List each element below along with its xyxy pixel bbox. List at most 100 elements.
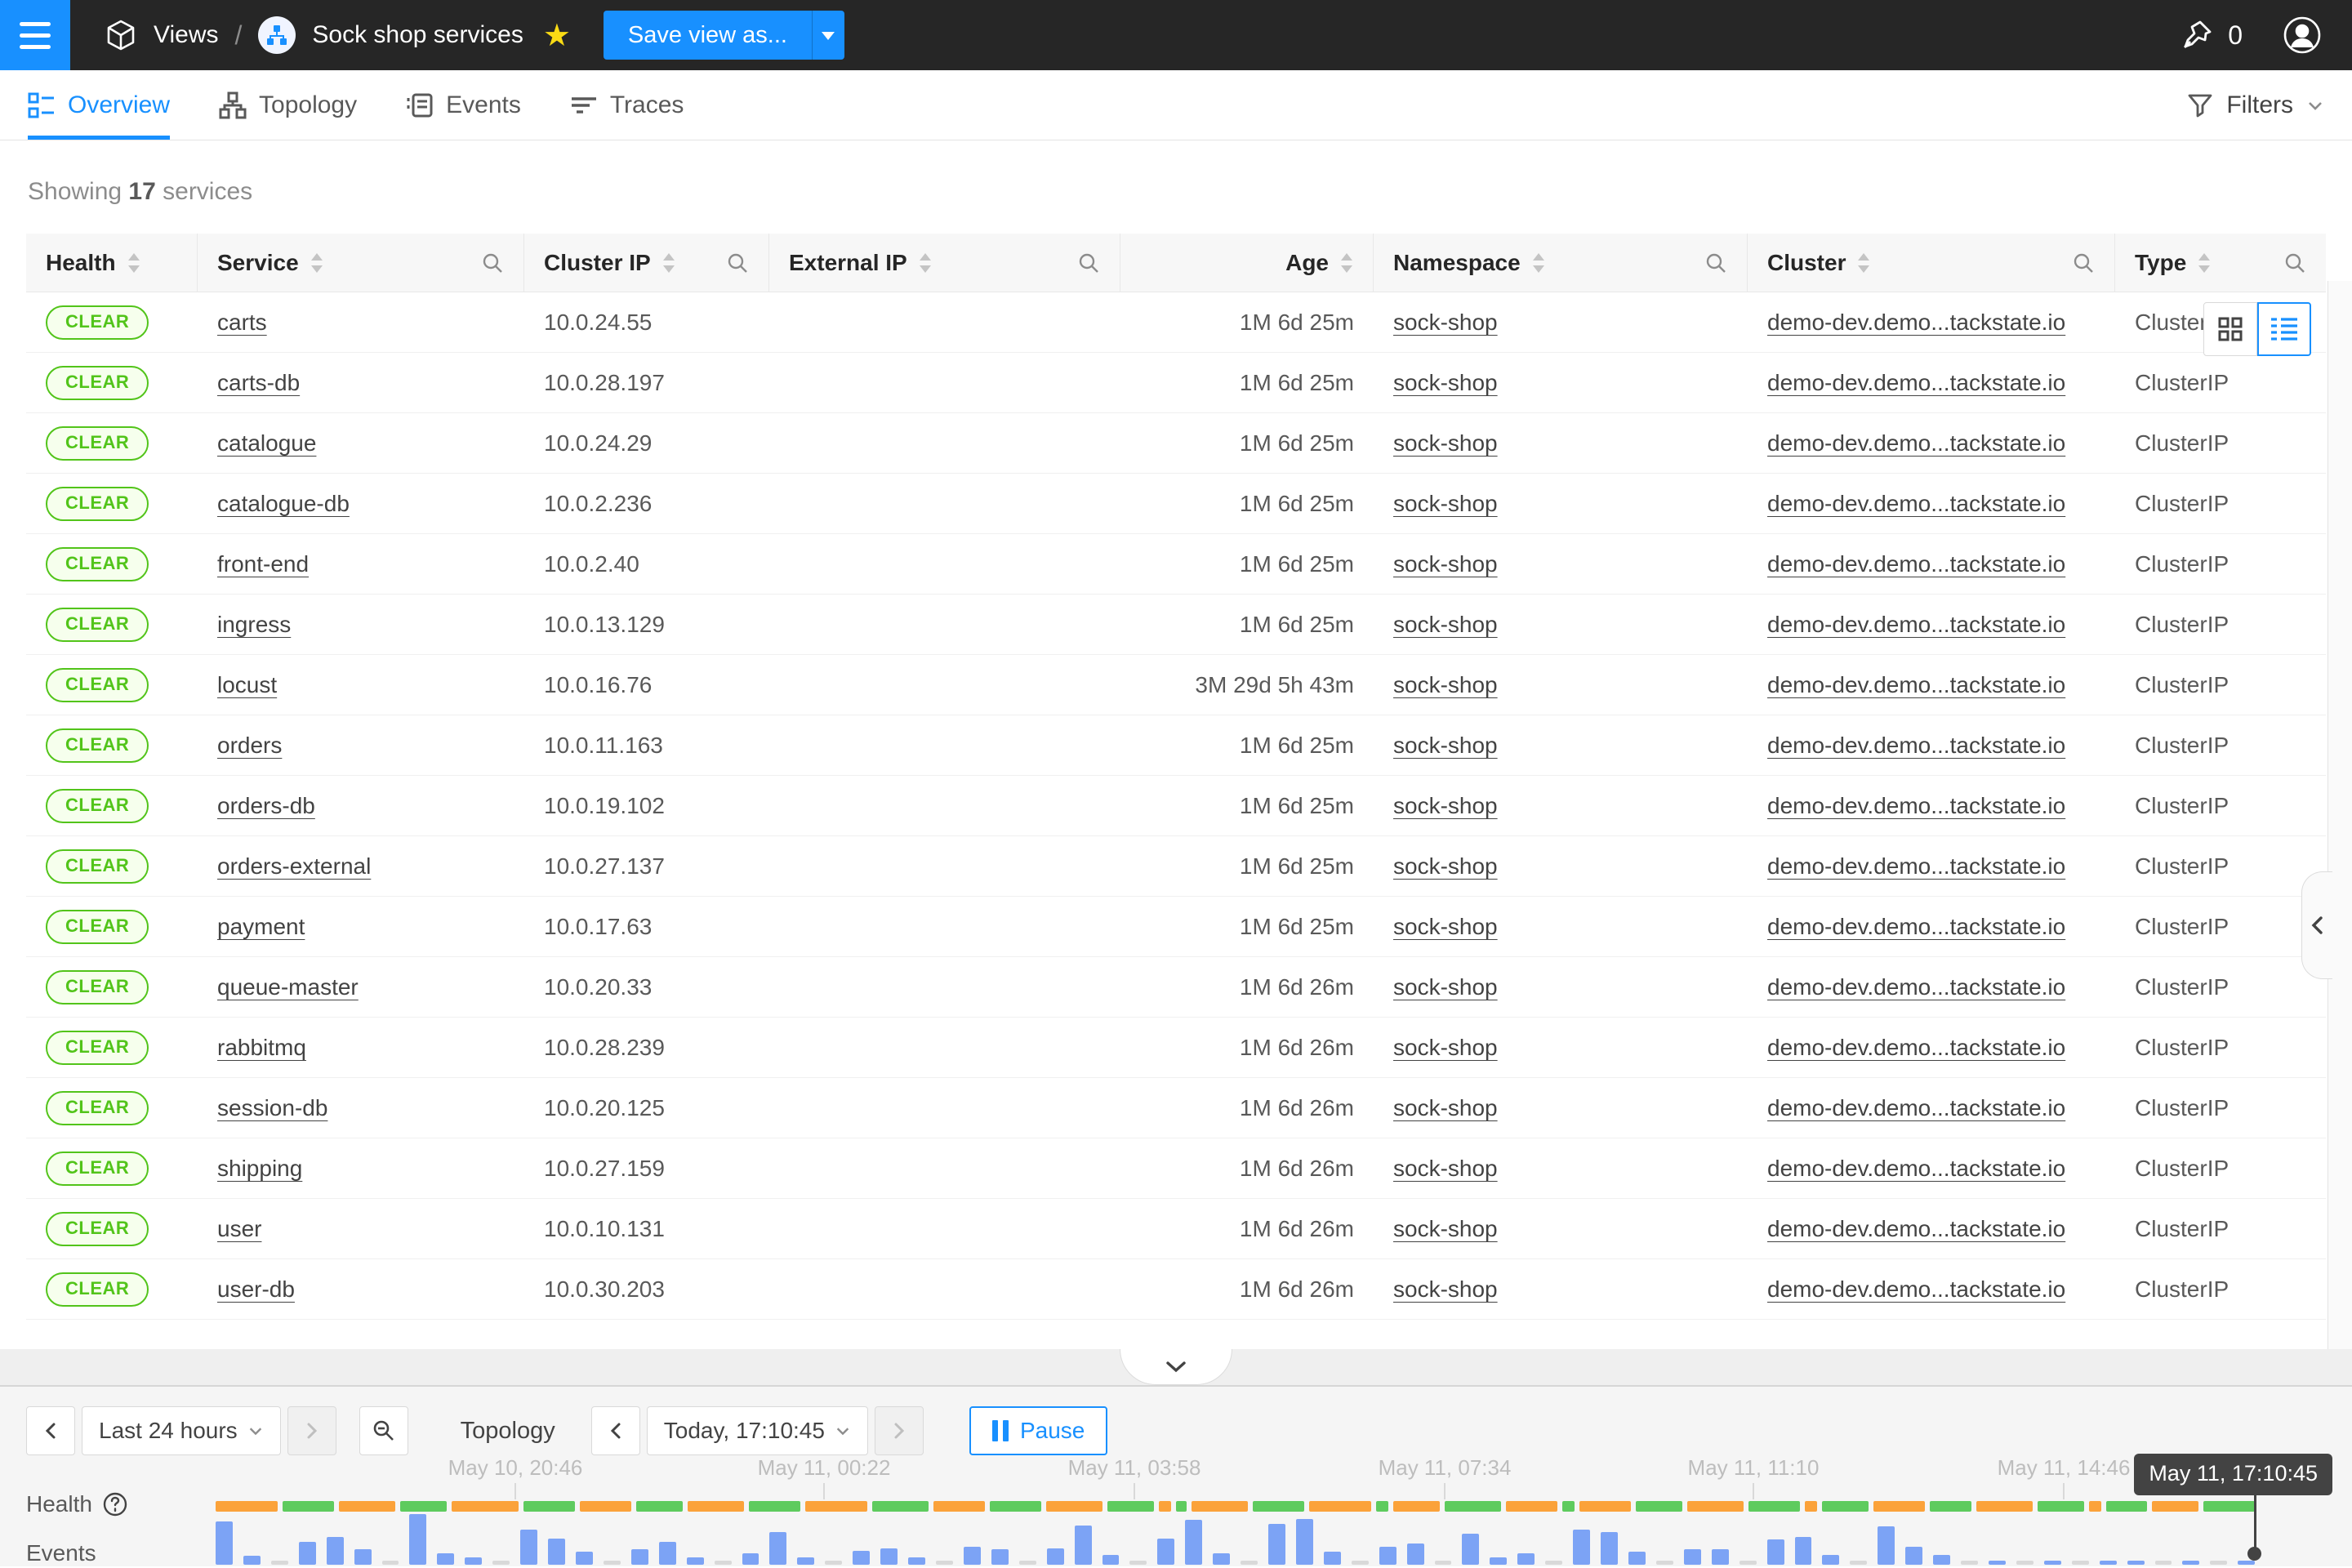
search-icon[interactable] — [1704, 252, 1727, 274]
timeline-chart[interactable]: May 11, 17:10:45 May 10, 20:46 May 11, 00… — [216, 1454, 2342, 1566]
tab-overview[interactable]: Overview — [28, 70, 171, 140]
namespace-link[interactable]: sock-shop — [1393, 853, 1498, 879]
grid-view-button[interactable] — [2203, 302, 2257, 356]
table-row[interactable]: CLEAR user-db 10.0.30.203 1M 6d 26m sock… — [26, 1259, 2326, 1320]
service-link[interactable]: locust — [217, 671, 278, 697]
service-link[interactable]: front-end — [217, 550, 310, 577]
save-view-as-button[interactable]: Save view as... — [603, 11, 844, 60]
table-row[interactable]: CLEAR catalogue 10.0.24.29 1M 6d 25m soc… — [26, 413, 2326, 474]
namespace-link[interactable]: sock-shop — [1393, 369, 1498, 395]
zoom-out-button[interactable] — [359, 1406, 408, 1455]
service-link[interactable]: rabbitmq — [217, 1034, 306, 1060]
topology-time-back-button[interactable] — [590, 1406, 640, 1455]
table-row[interactable]: CLEAR ingress 10.0.13.129 1M 6d 25m sock… — [26, 595, 2326, 655]
list-view-button[interactable] — [2257, 302, 2311, 356]
help-circle-icon[interactable] — [102, 1491, 128, 1517]
search-icon[interactable] — [481, 252, 504, 274]
namespace-link[interactable]: sock-shop — [1393, 430, 1498, 456]
cluster-link[interactable]: demo-dev.demo...tackstate.io — [1767, 973, 2066, 1000]
cluster-link[interactable]: demo-dev.demo...tackstate.io — [1767, 1034, 2066, 1060]
collapse-table-handle[interactable] — [1120, 1349, 1232, 1385]
column-header[interactable]: Cluster — [1748, 234, 2115, 292]
namespace-link[interactable]: sock-shop — [1393, 1155, 1498, 1181]
tab-traces[interactable]: Traces — [570, 70, 684, 140]
sort-icon[interactable] — [1857, 252, 1870, 274]
service-link[interactable]: catalogue — [217, 430, 317, 456]
service-link[interactable]: queue-master — [217, 973, 359, 1000]
cluster-link[interactable]: demo-dev.demo...tackstate.io — [1767, 611, 2066, 637]
service-link[interactable]: shipping — [217, 1155, 303, 1181]
service-link[interactable]: orders — [217, 732, 283, 758]
cluster-link[interactable]: demo-dev.demo...tackstate.io — [1767, 792, 2066, 818]
right-panel-collapse-handle[interactable] — [2301, 871, 2332, 979]
cluster-link[interactable]: demo-dev.demo...tackstate.io — [1767, 671, 2066, 697]
sort-icon[interactable] — [1340, 252, 1353, 274]
table-row[interactable]: CLEAR orders-external 10.0.27.137 1M 6d … — [26, 836, 2326, 897]
service-link[interactable]: user — [217, 1215, 262, 1241]
namespace-link[interactable]: sock-shop — [1393, 1094, 1498, 1120]
sort-icon[interactable] — [662, 252, 675, 274]
table-row[interactable]: CLEAR user 10.0.10.131 1M 6d 26m sock-sh… — [26, 1199, 2326, 1259]
cluster-link[interactable]: demo-dev.demo...tackstate.io — [1767, 1276, 2066, 1302]
cluster-link[interactable]: demo-dev.demo...tackstate.io — [1767, 309, 2066, 335]
service-link[interactable]: user-db — [217, 1276, 295, 1302]
table-row[interactable]: CLEAR rabbitmq 10.0.28.239 1M 6d 26m soc… — [26, 1018, 2326, 1078]
namespace-link[interactable]: sock-shop — [1393, 1215, 1498, 1241]
topology-time-select[interactable]: Today, 17:10:45 — [646, 1406, 868, 1455]
column-header[interactable]: Health — [26, 234, 198, 292]
user-avatar[interactable] — [2282, 15, 2323, 56]
cluster-link[interactable]: demo-dev.demo...tackstate.io — [1767, 853, 2066, 879]
table-row[interactable]: CLEAR payment 10.0.17.63 1M 6d 25m sock-… — [26, 897, 2326, 957]
cluster-link[interactable]: demo-dev.demo...tackstate.io — [1767, 1215, 2066, 1241]
namespace-link[interactable]: sock-shop — [1393, 1034, 1498, 1060]
table-row[interactable]: CLEAR orders 10.0.11.163 1M 6d 25m sock-… — [26, 715, 2326, 776]
cluster-link[interactable]: demo-dev.demo...tackstate.io — [1767, 490, 2066, 516]
namespace-link[interactable]: sock-shop — [1393, 1276, 1498, 1302]
search-icon[interactable] — [2072, 252, 2095, 274]
namespace-link[interactable]: sock-shop — [1393, 309, 1498, 335]
namespace-link[interactable]: sock-shop — [1393, 792, 1498, 818]
table-row[interactable]: CLEAR front-end 10.0.2.40 1M 6d 25m sock… — [26, 534, 2326, 595]
column-header[interactable]: Age — [1120, 234, 1374, 292]
cluster-link[interactable]: demo-dev.demo...tackstate.io — [1767, 550, 2066, 577]
namespace-link[interactable]: sock-shop — [1393, 913, 1498, 939]
time-range-back-button[interactable] — [26, 1406, 75, 1455]
service-link[interactable]: orders-external — [217, 853, 372, 879]
namespace-link[interactable]: sock-shop — [1393, 550, 1498, 577]
search-icon[interactable] — [2283, 252, 2306, 274]
table-row[interactable]: CLEAR session-db 10.0.20.125 1M 6d 26m s… — [26, 1078, 2326, 1138]
table-row[interactable]: CLEAR shipping 10.0.27.159 1M 6d 26m soc… — [26, 1138, 2326, 1199]
service-link[interactable]: ingress — [217, 611, 292, 637]
namespace-link[interactable]: sock-shop — [1393, 671, 1498, 697]
table-row[interactable]: CLEAR carts 10.0.24.55 1M 6d 25m sock-sh… — [26, 292, 2326, 353]
column-header[interactable]: Service — [198, 234, 524, 292]
service-link[interactable]: carts-db — [217, 369, 301, 395]
table-row[interactable]: CLEAR catalogue-db 10.0.2.236 1M 6d 25m … — [26, 474, 2326, 534]
cluster-link[interactable]: demo-dev.demo...tackstate.io — [1767, 369, 2066, 395]
menu-button[interactable] — [0, 0, 70, 70]
cluster-link[interactable]: demo-dev.demo...tackstate.io — [1767, 913, 2066, 939]
namespace-link[interactable]: sock-shop — [1393, 490, 1498, 516]
service-link[interactable]: catalogue-db — [217, 490, 350, 516]
column-header[interactable]: Namespace — [1374, 234, 1748, 292]
namespace-link[interactable]: sock-shop — [1393, 973, 1498, 1000]
save-view-caret-icon[interactable] — [811, 11, 844, 60]
filters-button[interactable]: Filters — [2187, 70, 2324, 140]
table-row[interactable]: CLEAR queue-master 10.0.20.33 1M 6d 26m … — [26, 957, 2326, 1018]
column-header[interactable]: External IP — [769, 234, 1120, 292]
breadcrumb-views[interactable]: Views — [154, 21, 219, 48]
service-link[interactable]: carts — [217, 309, 267, 335]
column-header[interactable]: Cluster IP — [524, 234, 769, 292]
cluster-link[interactable]: demo-dev.demo...tackstate.io — [1767, 1155, 2066, 1181]
save-view-as-label[interactable]: Save view as... — [627, 21, 787, 48]
namespace-link[interactable]: sock-shop — [1393, 611, 1498, 637]
table-row[interactable]: CLEAR carts-db 10.0.28.197 1M 6d 25m soc… — [26, 353, 2326, 413]
sort-icon[interactable] — [919, 252, 932, 274]
table-row[interactable]: CLEAR locust 10.0.16.76 3M 29d 5h 43m so… — [26, 655, 2326, 715]
service-link[interactable]: payment — [217, 913, 305, 939]
sort-icon[interactable] — [127, 252, 140, 274]
cluster-link[interactable]: demo-dev.demo...tackstate.io — [1767, 1094, 2066, 1120]
sort-icon[interactable] — [1532, 252, 1545, 274]
time-range-select[interactable]: Last 24 hours — [82, 1406, 281, 1455]
cluster-link[interactable]: demo-dev.demo...tackstate.io — [1767, 732, 2066, 758]
